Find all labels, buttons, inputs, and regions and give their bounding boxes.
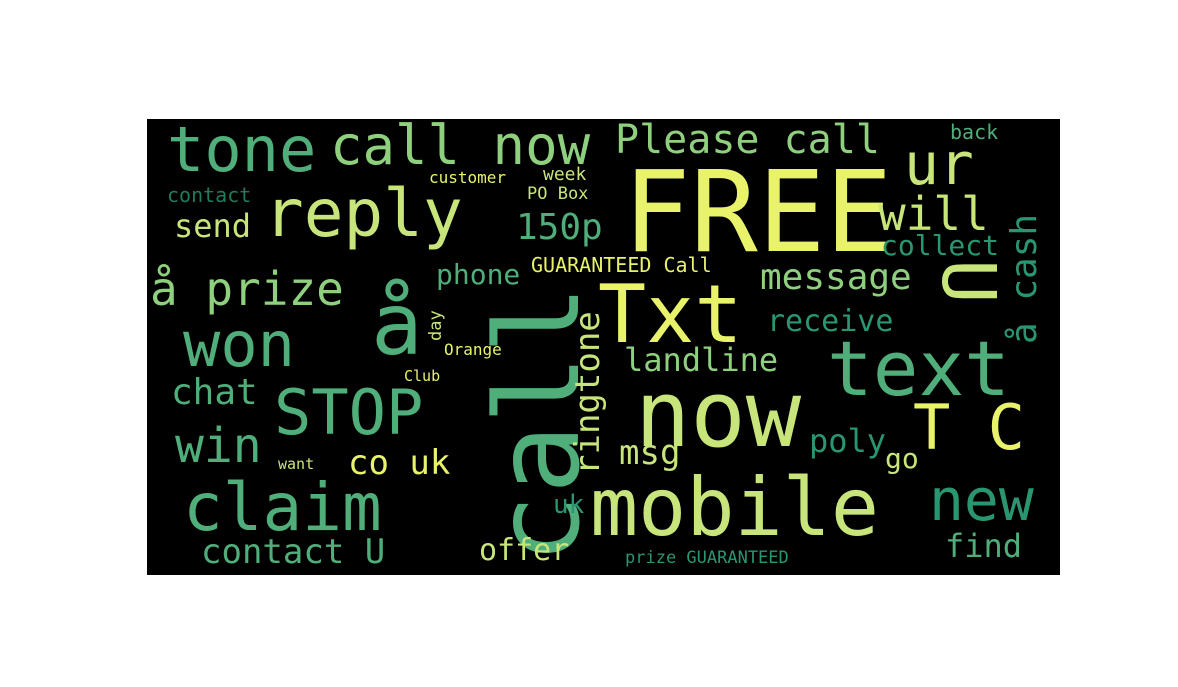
word-guaranteed-call: GUARANTEED Call [531, 253, 712, 277]
word-send: send [174, 207, 252, 245]
word-msg: msg [619, 433, 681, 473]
word-collect: collect [881, 229, 1000, 262]
word-txt: Txt [598, 268, 743, 361]
word-chat: chat [171, 372, 258, 413]
word-t-c: T C [913, 391, 1025, 464]
word-stop: STOP [274, 376, 424, 449]
word-co-uk: co uk [348, 443, 451, 483]
word-tone: tone [167, 119, 317, 186]
word-day-rotated: day [426, 310, 446, 341]
word-please-call: Please call [615, 119, 880, 163]
word-win: win [175, 418, 262, 474]
word-uk: uk [553, 490, 585, 520]
word-want: want [278, 455, 315, 473]
word-receive: receive [767, 304, 894, 339]
word-a-large: å [371, 275, 423, 375]
word-won: won [183, 308, 295, 381]
word-phone: phone [436, 258, 521, 291]
word-prize-guaranteed: prize GUARANTEED [625, 548, 789, 568]
word-reply: reply [264, 175, 463, 252]
word-u-rotated: U [925, 259, 1011, 304]
word-150p: 150p [516, 207, 603, 248]
word-back: back [950, 120, 999, 144]
word-now: now [635, 361, 802, 468]
word-contact-u: contact U [201, 532, 386, 572]
word-call-now: call now [330, 119, 591, 177]
word-mobile: mobile [590, 461, 879, 554]
word-go: go [885, 442, 919, 475]
word-cloud-canvas: FREE call now mobile Txt text reply clai… [147, 119, 1060, 575]
word-ringtone-rotated: ringtone [568, 311, 608, 475]
word-landline: landline [624, 341, 779, 379]
word-find: find [945, 527, 1023, 565]
word-will: will [878, 187, 989, 241]
word-free: FREE [623, 148, 893, 278]
word-offer: offer [479, 533, 570, 568]
word-poly: poly [809, 422, 887, 460]
word-a-cash-rotated: å cash [1004, 213, 1045, 344]
word-text: text [827, 324, 1011, 413]
word-new: new [929, 466, 1034, 534]
word-a-prize: å prize [150, 262, 344, 316]
word-po-box: PO Box [527, 184, 589, 204]
word-claim: claim [183, 469, 382, 546]
word-week: week [543, 164, 587, 185]
word-orange: Orange [444, 340, 502, 359]
word-club: Club [404, 367, 441, 385]
word-message: message [760, 257, 912, 298]
word-ur: ur [904, 130, 974, 198]
word-contact: contact [167, 183, 252, 207]
word-customer: customer [429, 168, 507, 187]
